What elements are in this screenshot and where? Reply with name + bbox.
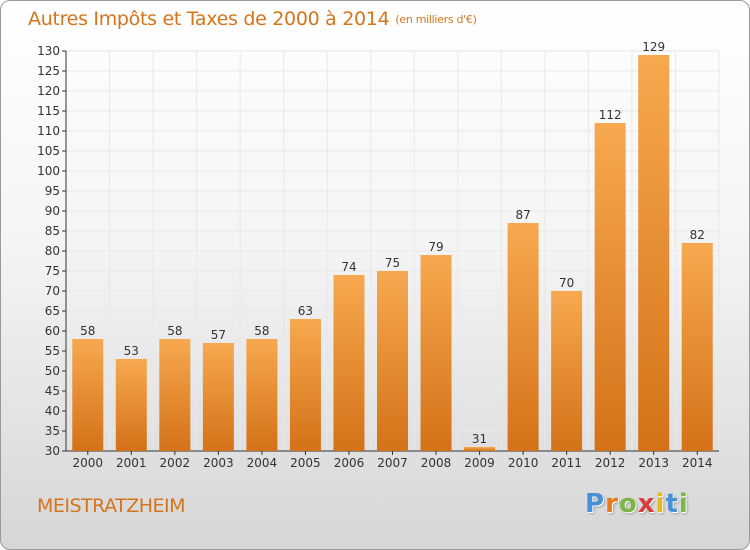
x-tick-label: 2003 [203, 456, 234, 470]
y-tick-label: 55 [45, 344, 60, 358]
y-tick-label: 85 [45, 224, 60, 238]
bar [333, 275, 365, 451]
data-label: 57 [211, 328, 226, 342]
logo-letter: x [637, 489, 656, 519]
data-label: 58 [254, 324, 269, 338]
bar [72, 339, 104, 451]
data-label: 70 [559, 276, 574, 290]
logo-letter: i [678, 489, 689, 519]
bar [681, 243, 713, 451]
data-label: 53 [124, 344, 139, 358]
y-tick-label: 105 [37, 144, 60, 158]
x-tick-label: 2007 [377, 456, 408, 470]
chart-unit: (en milliers d'€) [395, 13, 477, 26]
bar [507, 223, 539, 451]
y-tick-label: 40 [45, 404, 60, 418]
x-tick-label: 2012 [595, 456, 626, 470]
bar [115, 359, 147, 451]
data-label: 75 [385, 256, 400, 270]
data-label: 87 [515, 208, 530, 222]
y-tick-label: 110 [37, 124, 60, 138]
chart-title: Autres Impôts et Taxes de 2000 à 2014 (en… [28, 8, 477, 30]
data-label: 79 [428, 240, 443, 254]
y-tick-label: 70 [45, 284, 60, 298]
data-label: 74 [341, 260, 356, 274]
x-tick-label: 2005 [290, 456, 321, 470]
x-tick-label: 2013 [638, 456, 669, 470]
x-tick-label: 2004 [247, 456, 278, 470]
y-tick-label: 130 [37, 44, 60, 58]
y-tick-label: 95 [45, 184, 60, 198]
commune-name: MEISTRATZHEIM [37, 495, 186, 517]
bar [551, 291, 583, 451]
bar [202, 343, 234, 451]
logo-letter: P [585, 489, 606, 519]
x-tick-label: 2014 [682, 456, 713, 470]
bar [420, 255, 452, 451]
y-tick-label: 115 [37, 104, 60, 118]
y-tick-label: 80 [45, 244, 60, 258]
data-label: 82 [690, 228, 705, 242]
bar [289, 319, 321, 451]
data-label: 129 [642, 40, 665, 54]
logo-letter: i [655, 489, 666, 519]
data-label: 63 [298, 304, 313, 318]
bar [594, 123, 626, 451]
x-tick-label: 2000 [72, 456, 103, 470]
data-label: 58 [80, 324, 95, 338]
y-tick-label: 120 [37, 84, 60, 98]
bar [159, 339, 191, 451]
bar [246, 339, 278, 451]
chart-title-text: Autres Impôts et Taxes de 2000 à 2014 [28, 8, 390, 30]
bar [377, 271, 408, 451]
bar [638, 55, 670, 451]
x-tick-label: 2001 [116, 456, 147, 470]
logo-letter: o [618, 489, 638, 519]
y-tick-label: 45 [45, 384, 60, 398]
y-tick-label: 100 [37, 164, 60, 178]
y-tick-label: 35 [45, 424, 60, 438]
x-tick-label: 2002 [160, 456, 191, 470]
x-tick-label: 2009 [464, 456, 495, 470]
x-tick-label: 2008 [421, 456, 452, 470]
y-tick-label: 65 [45, 304, 60, 318]
data-label: 112 [599, 108, 622, 122]
x-tick-label: 2011 [551, 456, 582, 470]
bar [464, 447, 496, 451]
y-tick-label: 60 [45, 324, 60, 338]
y-tick-label: 50 [45, 364, 60, 378]
proxiti-logo[interactable]: Proxiti [585, 489, 689, 519]
y-tick-label: 75 [45, 264, 60, 278]
x-tick-label: 2006 [334, 456, 365, 470]
y-tick-label: 125 [37, 64, 60, 78]
labels: 58 2000 53 2001 58 2002 57 2003 58 2004 63 2005 74 20… [72, 40, 712, 470]
y-tick-label: 90 [45, 204, 60, 218]
data-label: 31 [472, 432, 487, 446]
x-tick-label: 2010 [508, 456, 539, 470]
data-label: 58 [167, 324, 182, 338]
y-tick-label: 30 [45, 444, 60, 458]
logo-letter: r [605, 489, 619, 519]
bars [72, 55, 713, 451]
logo-letter: t [665, 489, 679, 519]
